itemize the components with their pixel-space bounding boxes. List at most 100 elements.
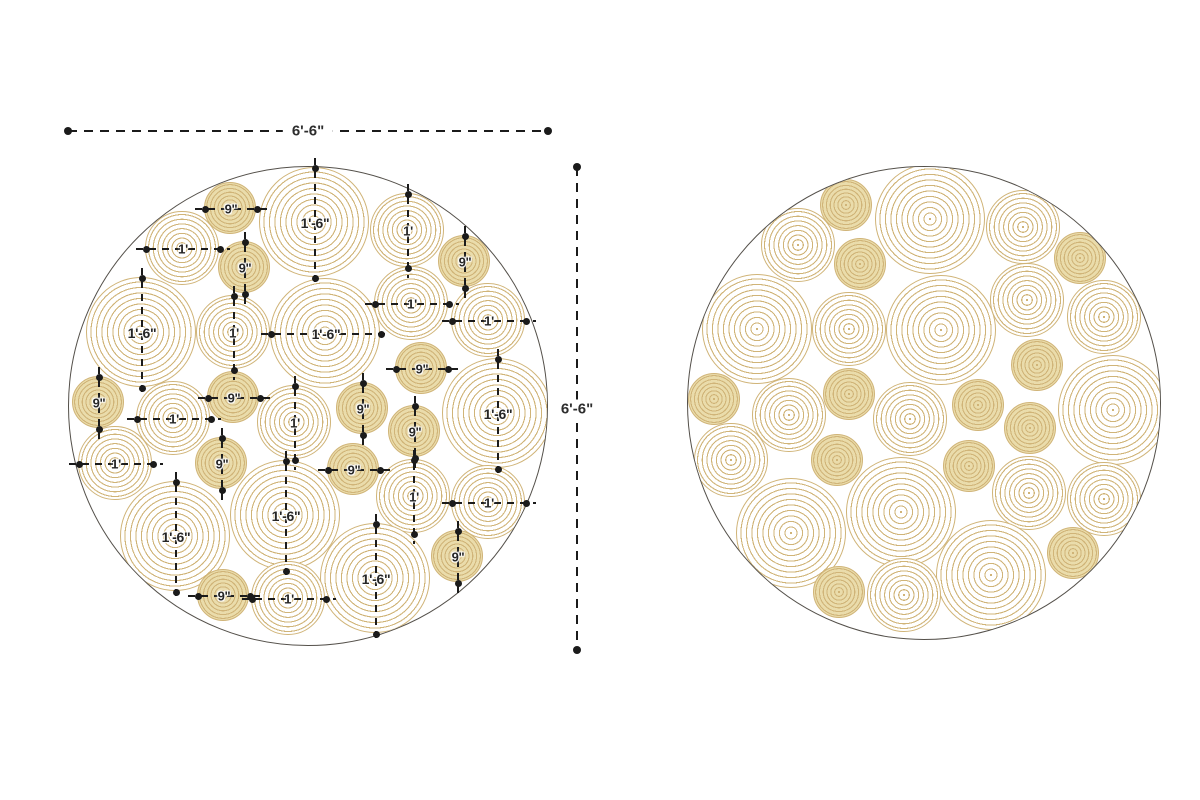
log-diameter-dimension-line [442, 502, 536, 504]
log-size-label: 1' [484, 495, 494, 511]
log-dimension-endpoint-dot [241, 290, 249, 298]
log-small [1011, 339, 1063, 391]
log-medium [873, 382, 947, 456]
log-dimension-endpoint-dot [461, 284, 469, 292]
log-medium [992, 456, 1066, 530]
log-diameter-dimension-line [457, 521, 459, 593]
log-dimension-endpoint-dot [75, 460, 83, 468]
log-dimension-endpoint-dot [201, 205, 209, 213]
log-small [820, 179, 872, 231]
log-dimension-endpoint-dot [522, 499, 530, 507]
log-size-label: 1' [284, 591, 294, 607]
log-size-label: 9" [217, 588, 231, 604]
log-size-label: 1' [111, 456, 121, 472]
log-size-label: 1' [229, 325, 239, 341]
log-dimension-annotations: 9" 1'-6" 1' 1' 9" 9" 1'-6" 1' 1'-6" 1' 1' 9" 9" 9" 1' 1… [69, 158, 547, 645]
log-size-label: 1'-6" [300, 215, 330, 231]
log-diameter-dimension-line [386, 368, 458, 370]
plain-log-bundle-circle [687, 166, 1161, 640]
log-size-label: 1' [407, 296, 417, 312]
log-dimension-endpoint-dot [448, 499, 456, 507]
log-diameter-dimension-line [414, 396, 416, 468]
log-dimension-endpoint-dot [218, 486, 226, 494]
log-large [1058, 355, 1160, 465]
log-small [72, 376, 124, 428]
log-dimension-endpoint-dot [371, 300, 379, 308]
log-diameter-dimension-line [98, 367, 100, 439]
log-diameter-dimension-line [188, 595, 260, 597]
log-diameter-dimension-line [242, 598, 336, 600]
log-dimension-endpoint-dot [359, 379, 367, 387]
dimension-endpoint-dot [572, 163, 581, 171]
log-size-label: 9" [408, 424, 422, 440]
log-dimension-endpoint-dot [256, 394, 264, 402]
log-dimension-endpoint-dot [522, 317, 530, 325]
log-small [204, 182, 256, 234]
log-diameter-dimension-line [497, 349, 499, 479]
log-diameter-dimension-line [294, 376, 296, 470]
log-small [943, 440, 995, 492]
log-small [811, 434, 863, 486]
log-medium [761, 208, 835, 282]
log-large [442, 358, 547, 468]
log-size-label: 1' [403, 223, 413, 239]
log-dimension-endpoint-dot [454, 579, 462, 587]
log-diameter-dimension-line [261, 333, 391, 335]
log-dimension-endpoint-dot [267, 330, 275, 338]
log-small [952, 379, 1004, 431]
log-dimension-endpoint-dot [291, 382, 299, 390]
log-diameter-dimension-line [365, 303, 459, 305]
log-diameter-dimension-line [175, 472, 177, 602]
log-size-label: 9" [227, 390, 241, 406]
log-dimension-endpoint-dot [282, 457, 290, 465]
log-dimension-endpoint-dot [291, 456, 299, 464]
log-dimension-endpoint-dot [194, 592, 202, 600]
log-size-label: 1'-6" [161, 529, 191, 545]
log-dimension-endpoint-dot [392, 365, 400, 373]
log-diameter-dimension-line [464, 226, 466, 298]
log-large [320, 523, 430, 633]
log-dimension-endpoint-dot [138, 384, 146, 392]
log-dimension-endpoint-dot [133, 415, 141, 423]
log-dimension-endpoint-dot [359, 431, 367, 439]
side-overall-dimension: 6'-6" [551, 163, 603, 654]
log-dimension-endpoint-dot [172, 588, 180, 596]
log-size-label: 1' [169, 411, 179, 427]
dimensioned-log-bundle-circle: 9" 1'-6" 1' 1' 9" 9" 1'-6" 1' 1'-6" 1' 1' 9" 9" 9" 1' 1… [68, 158, 548, 646]
log-dimension-endpoint-dot [230, 292, 238, 300]
log-dimension-endpoint-dot [204, 394, 212, 402]
log-dimension-endpoint-dot [172, 478, 180, 486]
log-small [1004, 402, 1056, 454]
top-dimension-label: 6'-6" [282, 121, 334, 141]
log-dimension-endpoint-dot [411, 402, 419, 410]
log-size-label: 9" [415, 361, 429, 377]
log-small [813, 566, 865, 618]
log-size-label: 1'-6" [361, 571, 391, 587]
log-medium [374, 266, 448, 340]
log-medium [867, 558, 941, 632]
log-size-label: 9" [238, 260, 252, 276]
log-size-label: 9" [458, 254, 472, 270]
log-medium [376, 459, 450, 533]
log-medium [78, 426, 152, 500]
log-medium [1067, 462, 1141, 536]
side-dimension-label: 6'-6" [551, 399, 603, 418]
log-small [688, 373, 740, 425]
log-dimension-endpoint-dot [95, 425, 103, 433]
log-size-label: 1'-6" [483, 406, 513, 422]
log-dimension-endpoint-dot [404, 190, 412, 198]
log-dimension-endpoint-dot [410, 456, 418, 464]
log-size-label: 1'-6" [311, 326, 341, 342]
log-diameter-dimension-line [413, 450, 415, 544]
log-size-label: 1' [484, 313, 494, 329]
log-diameter-dimension-line [136, 248, 230, 250]
top-overall-dimension: 6'-6" [64, 121, 552, 141]
dimension-endpoint-dot [544, 126, 552, 135]
log-large [936, 520, 1046, 630]
log-diameter-dimension-line [221, 428, 223, 500]
log-dimension-endpoint-dot [494, 355, 502, 363]
log-size-label: 1'-6" [127, 325, 157, 341]
log-diameter-dimension-line [244, 232, 246, 304]
log-dimension-endpoint-dot [377, 330, 385, 338]
